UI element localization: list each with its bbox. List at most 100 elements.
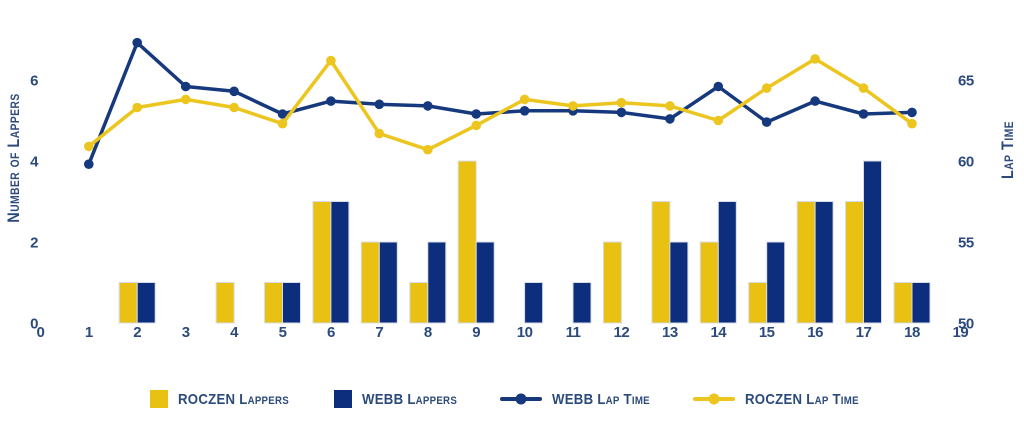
roczen-lap-time-marker-icon bbox=[708, 393, 720, 405]
point-webb-lap-time-lap-12 bbox=[616, 107, 627, 118]
point-roczen-lap-time-lap-15 bbox=[761, 83, 772, 93]
point-webb-lap-time-lap-16 bbox=[810, 96, 820, 106]
legend-item-roczen-lap-time: ROCZEN Lap Time bbox=[693, 391, 874, 408]
left-axis-tick-4: 4 bbox=[30, 154, 39, 171]
point-webb-lap-time-lap-1 bbox=[84, 159, 94, 169]
bar-webb-lappers-lap-11 bbox=[572, 282, 592, 324]
bar-webb-lappers-lap-16 bbox=[814, 201, 834, 324]
left-axis-tick-2: 2 bbox=[30, 235, 38, 252]
bar-webb-lappers-lap-7 bbox=[378, 241, 398, 324]
point-webb-lap-time-lap-15 bbox=[761, 117, 772, 127]
bar-roczen-lappers-lap-17 bbox=[845, 201, 864, 324]
right-axis-tick-55: 55 bbox=[958, 235, 974, 252]
roczen-lap-time-swatch bbox=[693, 393, 735, 405]
point-roczen-lap-time-lap-1 bbox=[84, 141, 94, 152]
bar-webb-lappers-lap-10 bbox=[524, 282, 544, 324]
bar-roczen-lappers-lap-7 bbox=[360, 241, 380, 324]
line-roczen-lap-time bbox=[87, 57, 914, 152]
bar-roczen-lappers-lap-15 bbox=[748, 282, 768, 324]
point-roczen-lap-time-lap-8 bbox=[423, 144, 433, 155]
point-webb-lap-time-lap-6 bbox=[326, 96, 336, 106]
point-webb-lap-time-lap-18 bbox=[907, 107, 917, 118]
webb-lappers-swatch bbox=[333, 390, 352, 408]
roczen-lappers-swatch bbox=[149, 390, 168, 408]
x-axis-tick-7: 7 bbox=[375, 324, 383, 341]
x-axis-tick-0: 0 bbox=[36, 324, 44, 341]
point-roczen-lap-time-lap-7 bbox=[374, 128, 385, 139]
point-roczen-lap-time-lap-14 bbox=[713, 115, 724, 126]
x-axis-tick-10: 10 bbox=[517, 324, 533, 341]
point-webb-lap-time-lap-4 bbox=[229, 86, 239, 97]
bar-webb-lappers-lap-2 bbox=[136, 282, 156, 324]
bar-roczen-lappers-lap-8 bbox=[409, 282, 429, 324]
x-axis-tick-16: 16 bbox=[807, 324, 823, 341]
webb-lap-time-marker-icon bbox=[515, 393, 527, 405]
legend-item-webb-lappers: WEBB Lappers bbox=[333, 390, 470, 408]
bar-webb-lappers-lap-15 bbox=[766, 241, 786, 324]
bar-roczen-lappers-lap-13 bbox=[651, 201, 671, 324]
point-roczen-lap-time-lap-10 bbox=[519, 94, 530, 105]
x-axis-tick-14: 14 bbox=[710, 324, 727, 341]
x-axis-tick-1: 1 bbox=[85, 324, 93, 341]
x-axis-tick-5: 5 bbox=[279, 324, 287, 341]
x-axis-tick-11: 11 bbox=[566, 324, 581, 341]
point-webb-lap-time-lap-14 bbox=[713, 81, 724, 92]
right-axis-tick-65: 65 bbox=[958, 73, 974, 90]
legend-label-webb-lap-time: WEBB Lap Time bbox=[551, 390, 650, 408]
x-axis-tick-8: 8 bbox=[424, 324, 432, 341]
bar-roczen-lappers-lap-5 bbox=[264, 282, 283, 324]
plot-area: 0 1 2 3 4 5 6 7 8 9 10 11 12 13 14 15 16 17 18 190246505560… bbox=[30, 37, 974, 341]
x-axis-tick-17: 17 bbox=[856, 324, 872, 341]
point-webb-lap-time-lap-5 bbox=[277, 109, 288, 119]
bar-roczen-lappers-lap-9 bbox=[457, 160, 477, 324]
point-roczen-lap-time-lap-3 bbox=[180, 94, 191, 105]
right-axis-title: Lap Time bbox=[998, 120, 1017, 180]
bar-webb-lappers-lap-13 bbox=[669, 241, 689, 324]
bar-webb-lappers-lap-5 bbox=[282, 282, 301, 324]
x-axis-tick-6: 6 bbox=[327, 324, 335, 341]
point-roczen-lap-time-lap-2 bbox=[132, 102, 142, 113]
webb-lap-time-swatch bbox=[499, 393, 542, 405]
point-roczen-lap-time-lap-12 bbox=[616, 97, 627, 108]
point-webb-lap-time-lap-8 bbox=[423, 101, 433, 111]
bar-webb-lappers-lap-8 bbox=[427, 241, 447, 324]
right-axis-tick-60: 60 bbox=[958, 154, 974, 171]
x-axis-tick-13: 13 bbox=[662, 324, 678, 341]
legend-item-roczen-lappers: ROCZEN Lappers bbox=[149, 390, 304, 408]
point-roczen-lap-time-lap-17 bbox=[858, 83, 869, 93]
point-webb-lap-time-lap-3 bbox=[180, 81, 191, 92]
legend-item-webb-lap-time: WEBB Lap Time bbox=[499, 390, 663, 408]
bar-roczen-lappers-lap-12 bbox=[602, 241, 622, 324]
bar-roczen-lappers-lap-2 bbox=[118, 282, 138, 324]
bar-webb-lappers-lap-14 bbox=[717, 201, 737, 324]
x-axis-tick-15: 15 bbox=[759, 324, 775, 341]
right-axis-tick-50: 50 bbox=[958, 316, 974, 333]
bar-webb-lappers-lap-9 bbox=[475, 241, 495, 324]
point-roczen-lap-time-lap-18 bbox=[907, 118, 917, 129]
bar-roczen-lappers-lap-18 bbox=[893, 282, 913, 324]
point-roczen-lap-time-lap-4 bbox=[229, 102, 239, 113]
point-webb-lap-time-lap-2 bbox=[132, 37, 142, 48]
left-axis-tick-6: 6 bbox=[30, 73, 38, 90]
point-roczen-lap-time-lap-16 bbox=[810, 54, 820, 64]
x-axis-tick-4: 4 bbox=[230, 324, 239, 341]
x-axis-tick-3: 3 bbox=[182, 324, 190, 341]
left-axis-title: Number of Lappers bbox=[4, 93, 23, 223]
point-roczen-lap-time-lap-13 bbox=[665, 101, 675, 111]
legend-label-roczen-lappers: ROCZEN Lappers bbox=[177, 390, 289, 408]
bar-roczen-lappers-lap-14 bbox=[699, 241, 719, 324]
bar-roczen-lappers-lap-6 bbox=[312, 201, 332, 324]
bar-roczen-lappers-lap-4 bbox=[215, 282, 235, 324]
legend: ROCZEN Lappers WEBB Lappers WEBB Lap Tim… bbox=[0, 390, 1024, 408]
point-webb-lap-time-lap-10 bbox=[519, 106, 530, 116]
point-roczen-lap-time-lap-11 bbox=[568, 101, 578, 111]
point-webb-lap-time-lap-7 bbox=[374, 99, 385, 110]
point-roczen-lap-time-lap-9 bbox=[471, 120, 482, 131]
x-axis-tick-12: 12 bbox=[614, 324, 630, 341]
left-axis-tick-0: 0 bbox=[30, 316, 38, 333]
point-roczen-lap-time-lap-6 bbox=[326, 55, 336, 66]
x-axis-tick-9: 9 bbox=[472, 324, 480, 341]
point-roczen-lap-time-lap-5 bbox=[277, 118, 288, 129]
x-axis-tick-2: 2 bbox=[133, 324, 141, 341]
bar-webb-lappers-lap-18 bbox=[911, 282, 931, 324]
